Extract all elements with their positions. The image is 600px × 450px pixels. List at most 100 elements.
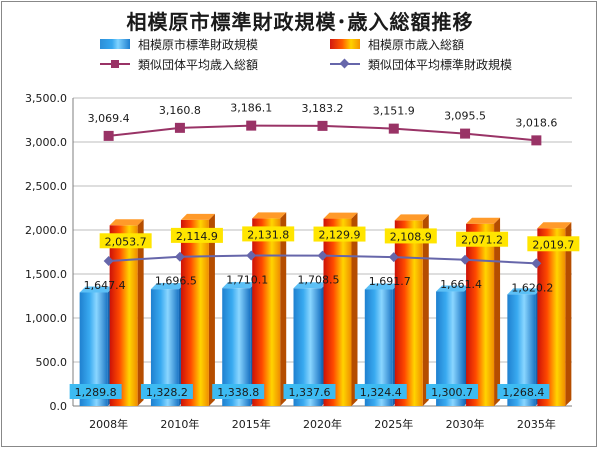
x-tick-label: 2008年 — [89, 417, 128, 431]
y-tick-label: 1,000.0 — [25, 312, 67, 325]
data-label-city-revenue: 2,019.7 — [532, 238, 574, 251]
data-label-peer-standard-scale: 1,661.4 — [440, 278, 482, 291]
legend-swatch-diamond-line — [330, 58, 360, 69]
legend-item-city-standard-scale: 相模原市標準財政規模 — [100, 36, 258, 52]
legend-label: 類似団体平均標準財政規模 — [368, 57, 513, 72]
peer-revenue-point — [531, 135, 542, 146]
data-label-box-city-revenue — [242, 226, 295, 242]
data-label-city-standard-scale: 1,337.6 — [289, 386, 331, 399]
bar-city-revenue-top — [180, 213, 215, 220]
data-label-box-city-standard-scale — [354, 384, 407, 399]
bar-city-revenue-top — [252, 212, 287, 219]
data-label-city-revenue: 2,114.9 — [176, 230, 218, 243]
x-tick-label: 2025年 — [374, 417, 413, 431]
bar-city-revenue-side — [351, 212, 358, 406]
bar-city-standard-scale-top — [222, 282, 257, 289]
bar-city-revenue — [109, 225, 138, 406]
data-label-peer-revenue: 3,095.5 — [444, 110, 486, 123]
bar-city-revenue-side — [208, 213, 215, 406]
data-label-city-standard-scale: 1,268.4 — [502, 386, 544, 399]
data-label-box-city-standard-scale — [497, 384, 550, 399]
peer-revenue-point — [246, 120, 257, 131]
data-label-box-city-revenue — [99, 233, 152, 249]
bar-city-revenue — [180, 219, 209, 406]
peer-standard-scale-point — [388, 252, 399, 263]
bar-city-standard-scale-top — [507, 288, 542, 295]
bar-city-standard-scale-top — [293, 282, 328, 289]
data-label-peer-standard-scale: 1,620.2 — [511, 281, 553, 294]
bar-city-revenue-top — [394, 214, 429, 221]
bar-city-revenue — [252, 218, 281, 406]
bar-city-revenue-top — [323, 212, 358, 219]
legend-label: 相模原市標準財政規模 — [138, 37, 259, 52]
x-tick-label: 2030年 — [446, 417, 485, 431]
legend-item-peer-revenue: 類似団体平均歳入総額 — [100, 56, 258, 72]
y-tick-label: 0.0 — [50, 400, 68, 413]
peer-standard-scale-point — [174, 251, 185, 262]
data-label-city-standard-scale: 1,324.4 — [360, 386, 402, 399]
data-label-city-revenue: 2,108.9 — [390, 230, 432, 243]
data-label-city-standard-scale: 1,338.8 — [217, 386, 259, 399]
y-tick-label: 2,000.0 — [25, 224, 67, 237]
peer-standard-scale-point — [103, 256, 114, 267]
data-label-box-city-standard-scale — [212, 384, 265, 399]
bar-city-revenue-side — [422, 214, 429, 406]
bar-city-revenue — [466, 223, 495, 406]
y-tick-label: 1,500.0 — [25, 268, 67, 281]
x-tick-label: 2015年 — [232, 417, 271, 431]
bar-city-revenue — [323, 218, 352, 406]
bar-city-revenue-top — [537, 222, 572, 229]
data-label-peer-standard-scale: 1,647.4 — [84, 279, 126, 292]
data-label-box-city-revenue — [313, 226, 366, 242]
data-label-peer-revenue: 3,069.4 — [88, 112, 130, 125]
data-label-box-city-standard-scale — [140, 384, 193, 399]
data-label-peer-standard-scale: 1,696.5 — [155, 275, 197, 288]
bar-city-standard-scale-top — [150, 283, 185, 290]
y-tick-label: 500.0 — [36, 356, 68, 369]
x-tick-label: 2020年 — [303, 417, 342, 431]
peer-standard-scale-point — [317, 250, 328, 261]
data-label-peer-revenue: 3,018.6 — [515, 116, 557, 129]
data-label-city-revenue: 2,071.2 — [461, 234, 503, 247]
data-label-peer-standard-scale: 1,691.7 — [369, 275, 411, 288]
legend-label: 類似団体平均歳入総額 — [138, 57, 259, 72]
legend-swatch-red-bar — [330, 39, 360, 49]
data-label-city-standard-scale: 1,328.2 — [146, 386, 188, 399]
data-label-box-city-standard-scale — [426, 384, 479, 399]
legend-label: 相模原市歳入総額 — [368, 37, 465, 52]
peer-standard-scale-point — [460, 254, 471, 265]
data-label-box-city-revenue — [456, 231, 509, 247]
y-tick-label: 3,000.0 — [25, 136, 67, 149]
data-label-peer-revenue: 3,186.1 — [230, 102, 272, 115]
data-label-city-standard-scale: 1,289.8 — [75, 386, 117, 399]
peer-revenue-point — [317, 120, 328, 131]
data-label-city-standard-scale: 1,300.7 — [431, 386, 473, 399]
legend-swatch-blue-bar — [100, 39, 130, 49]
legend-item-city-revenue: 相模原市歳入総額 — [330, 36, 464, 52]
data-label-box-city-standard-scale — [69, 384, 122, 399]
y-tick-label: 2,500.0 — [25, 180, 67, 193]
peer-revenue-point — [388, 123, 399, 134]
data-label-city-revenue: 2,131.8 — [247, 228, 289, 241]
bar-city-revenue-side — [494, 217, 501, 406]
peer-revenue-point — [460, 128, 471, 139]
bar-city-standard-scale-top — [436, 285, 471, 292]
bar-city-revenue-side — [565, 222, 572, 406]
bar-city-revenue-side — [137, 219, 144, 406]
legend-swatch-square-line — [100, 59, 130, 69]
data-label-box-city-revenue — [170, 227, 223, 243]
data-label-peer-revenue: 3,183.2 — [302, 102, 344, 115]
bar-city-revenue-side — [280, 212, 287, 406]
chart-title: 相模原市標準財政規模･歳入総額推移 — [126, 10, 474, 34]
data-label-box-city-standard-scale — [283, 384, 336, 399]
bar-city-standard-scale-top — [79, 286, 114, 293]
bar-city-standard-scale-top — [364, 283, 399, 290]
data-label-peer-standard-scale: 1,708.5 — [298, 274, 340, 287]
peer-revenue-point — [103, 130, 114, 141]
bar-city-revenue-top — [109, 219, 144, 226]
bar-city-revenue — [537, 228, 566, 406]
x-tick-label: 2010年 — [160, 417, 199, 431]
data-label-city-revenue: 2,053.7 — [105, 235, 147, 248]
y-tick-label: 3,500.0 — [25, 92, 67, 105]
